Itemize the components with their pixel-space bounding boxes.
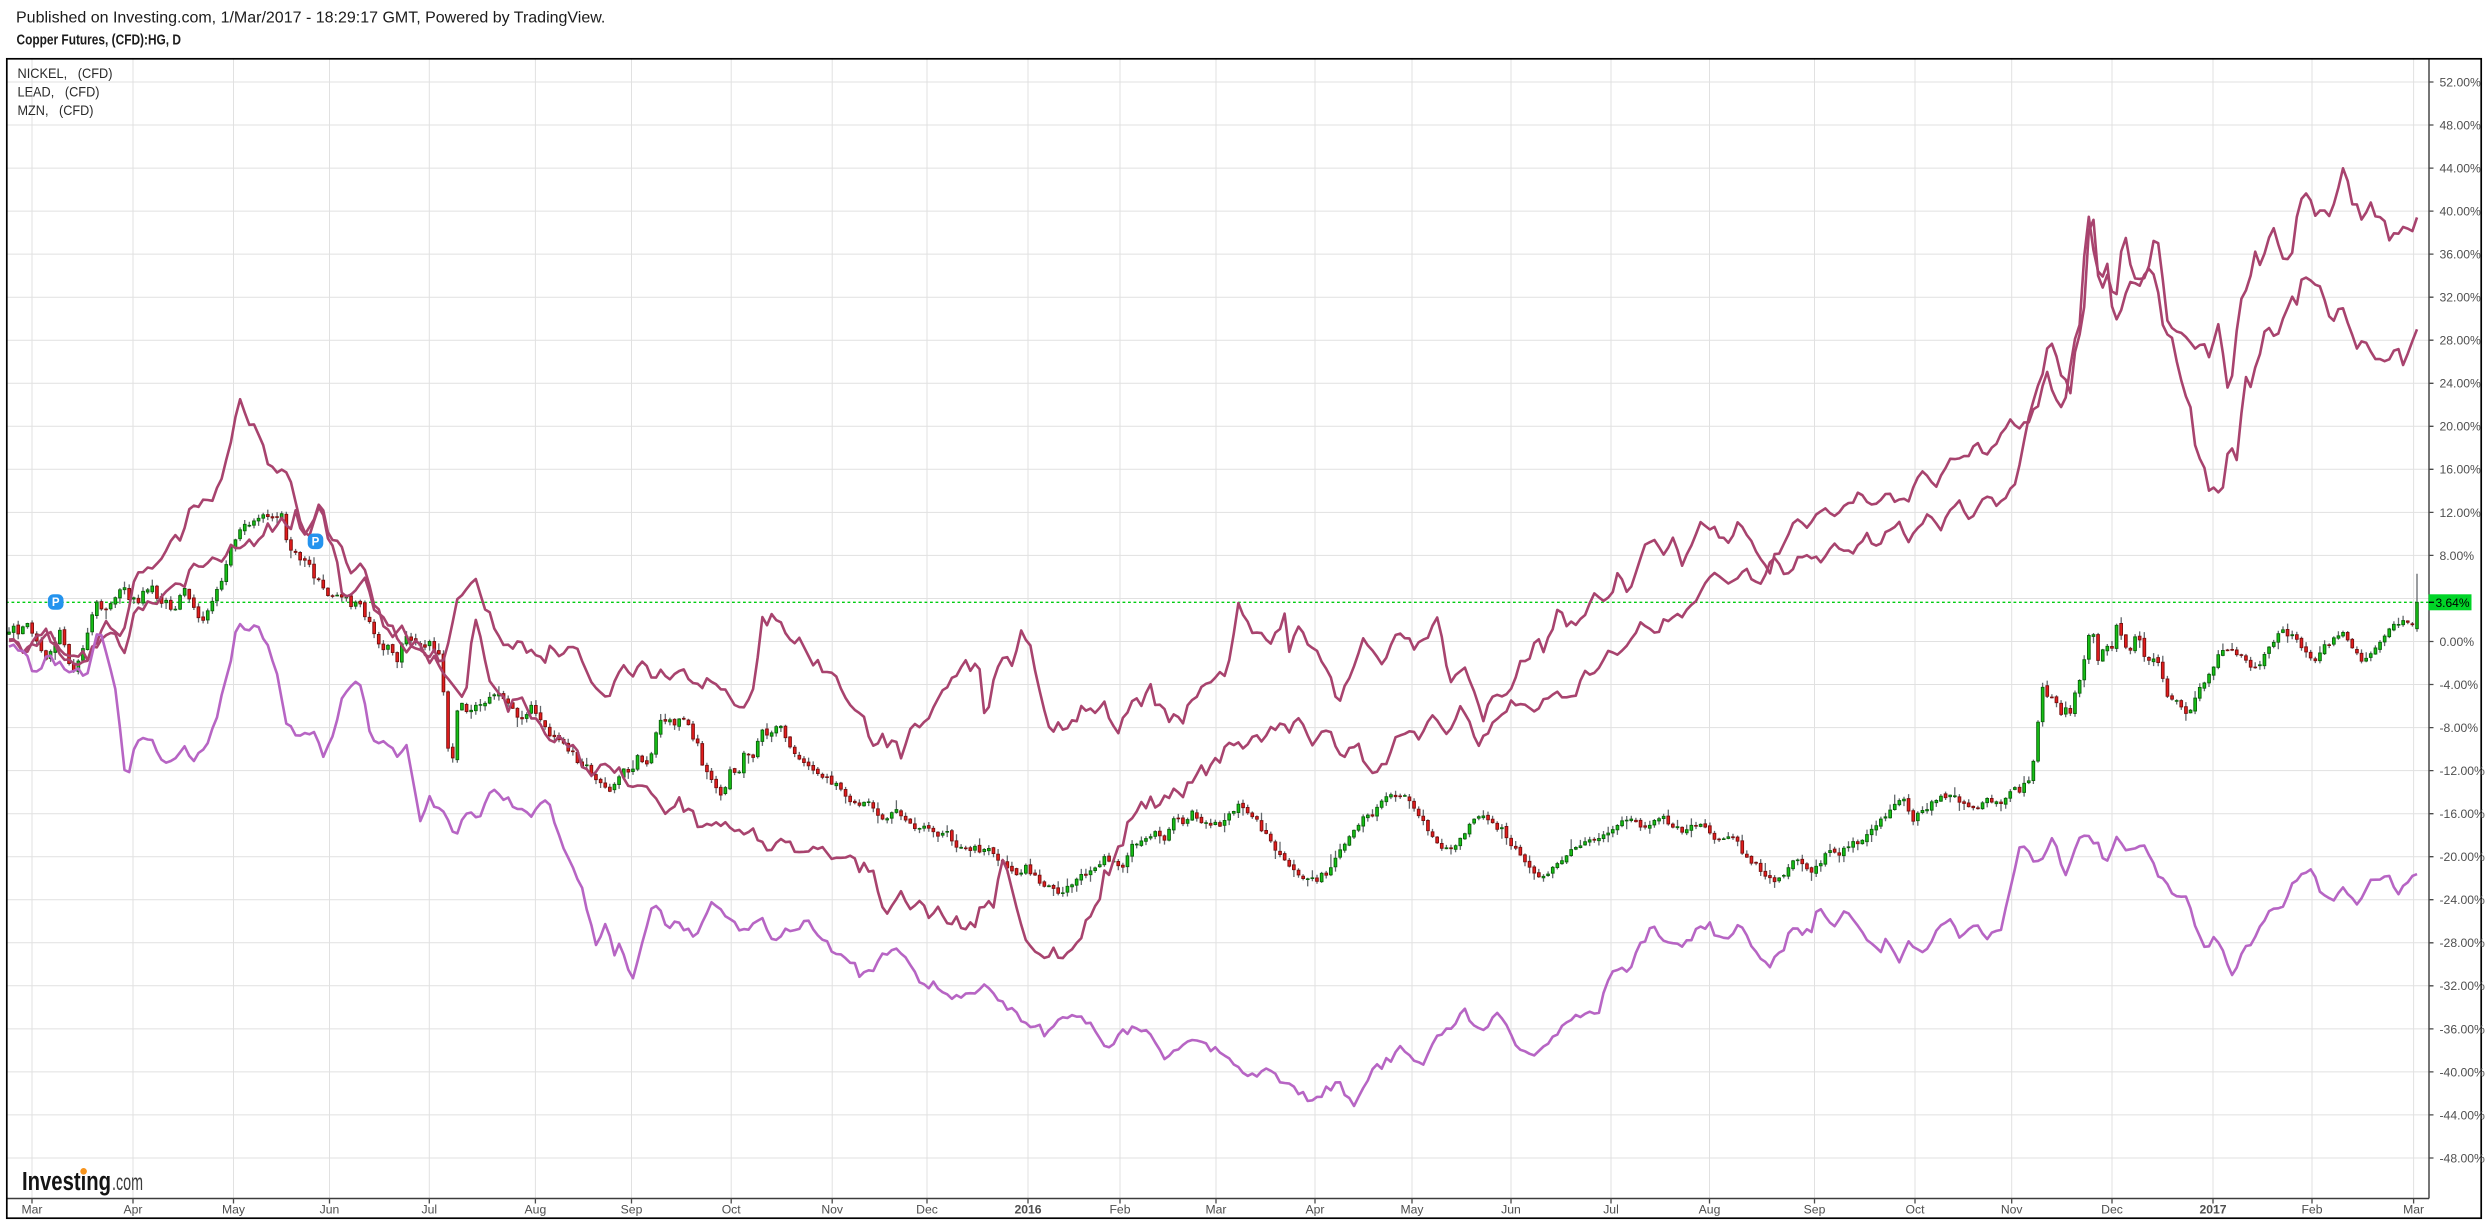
svg-text:-48.00%: -48.00%: [2440, 1151, 2486, 1165]
svg-text:Investıng: Investıng: [22, 1168, 111, 1196]
svg-text:Aug: Aug: [525, 1203, 547, 1217]
svg-text:Oct: Oct: [722, 1203, 742, 1217]
svg-text:Sep: Sep: [1804, 1203, 1826, 1217]
svg-text:Jun: Jun: [320, 1203, 340, 1217]
svg-text:Apr: Apr: [1306, 1203, 1325, 1217]
svg-text:-8.00%: -8.00%: [2440, 721, 2479, 735]
svg-text:44.00%: 44.00%: [2440, 162, 2481, 176]
svg-text:May: May: [1400, 1203, 1424, 1217]
svg-text:Mar: Mar: [1206, 1203, 1227, 1217]
svg-text:.com: .com: [112, 1169, 143, 1195]
svg-text:Jun: Jun: [1501, 1203, 1521, 1217]
svg-text:32.00%: 32.00%: [2440, 291, 2481, 305]
svg-text:28.00%: 28.00%: [2440, 334, 2481, 348]
svg-text:LEAD, (CFD): LEAD, (CFD): [18, 83, 100, 99]
svg-text:Aug: Aug: [1699, 1203, 1721, 1217]
svg-text:Nov: Nov: [2001, 1203, 2024, 1217]
svg-text:40.00%: 40.00%: [2440, 205, 2481, 219]
svg-text:Dec: Dec: [2101, 1203, 2123, 1217]
svg-text:2016: 2016: [1014, 1203, 1041, 1217]
svg-text:May: May: [222, 1203, 246, 1217]
svg-text:P: P: [312, 537, 320, 549]
svg-text:Mar: Mar: [2403, 1203, 2424, 1217]
svg-text:-32.00%: -32.00%: [2440, 979, 2486, 993]
svg-text:2017: 2017: [2199, 1203, 2226, 1217]
svg-text:8.00%: 8.00%: [2440, 549, 2475, 563]
svg-text:-24.00%: -24.00%: [2440, 893, 2486, 907]
svg-text:P: P: [52, 597, 60, 609]
svg-text:-44.00%: -44.00%: [2440, 1108, 2486, 1122]
svg-text:-28.00%: -28.00%: [2440, 936, 2486, 950]
svg-text:48.00%: 48.00%: [2440, 118, 2481, 132]
svg-text:Dec: Dec: [916, 1203, 938, 1217]
svg-text:24.00%: 24.00%: [2440, 377, 2481, 391]
svg-text:-12.00%: -12.00%: [2440, 764, 2486, 778]
svg-text:Apr: Apr: [124, 1203, 143, 1217]
svg-text:3.64%: 3.64%: [2436, 596, 2470, 610]
svg-text:MZN, (CFD): MZN, (CFD): [18, 102, 94, 118]
svg-text:16.00%: 16.00%: [2440, 463, 2481, 477]
svg-text:Published on Investing.com, 1/: Published on Investing.com, 1/Mar/2017 -…: [16, 10, 605, 27]
svg-text:Oct: Oct: [1906, 1203, 1926, 1217]
svg-text:20.00%: 20.00%: [2440, 420, 2481, 434]
svg-text:0.00%: 0.00%: [2440, 635, 2475, 649]
svg-text:Feb: Feb: [1109, 1203, 1130, 1217]
svg-text:-4.00%: -4.00%: [2440, 678, 2479, 692]
svg-text:Copper Futures, (CFD):HG, D: Copper Futures, (CFD):HG, D: [17, 33, 182, 49]
svg-text:Jul: Jul: [422, 1203, 438, 1217]
svg-text:Feb: Feb: [2301, 1203, 2322, 1217]
svg-text:52.00%: 52.00%: [2440, 75, 2481, 89]
svg-text:Jul: Jul: [1603, 1203, 1619, 1217]
svg-text:-16.00%: -16.00%: [2440, 807, 2486, 821]
svg-text:Sep: Sep: [621, 1203, 643, 1217]
svg-text:-20.00%: -20.00%: [2440, 850, 2486, 864]
svg-text:12.00%: 12.00%: [2440, 506, 2481, 520]
svg-text:-40.00%: -40.00%: [2440, 1065, 2486, 1079]
svg-text:36.00%: 36.00%: [2440, 248, 2481, 262]
svg-text:NICKEL, (CFD): NICKEL, (CFD): [18, 65, 113, 81]
svg-text:Nov: Nov: [821, 1203, 844, 1217]
svg-text:-36.00%: -36.00%: [2440, 1022, 2486, 1036]
svg-text:Mar: Mar: [22, 1203, 43, 1217]
